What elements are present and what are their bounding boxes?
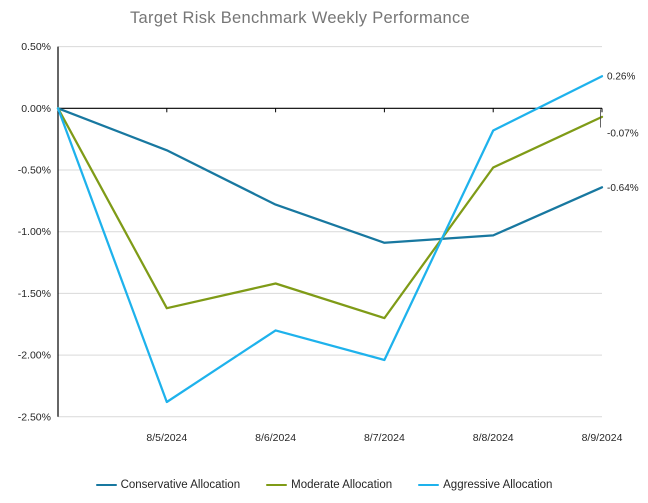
chart-plot-area: 0.50% 0.00% -0.50% -1.00% -1.50% -2.00% -2.50%… [18,41,639,444]
x-tick-label: 8/5/2024 [146,432,187,444]
legend-label: Moderate Allocation [291,479,393,491]
series-line-conservative-allocation [56,107,604,244]
x-tick-label: 8/8/2024 [473,432,514,444]
y-tick-label: 0.00% [21,103,51,115]
legend-item-moderate: Moderate Allocation [266,479,392,491]
chart-title: Target Risk Benchmark Weekly Performance [130,9,470,27]
x-tick-label: 8/6/2024 [255,432,296,444]
series-line-moderate-allocation [56,107,604,320]
x-tick-label: 8/9/2024 [582,432,623,444]
legend-line-swatch [95,483,117,487]
legend-line-swatch [418,483,440,487]
y-tick-label: -2.50% [18,411,51,423]
y-tick-label: 0.50% [21,41,51,53]
legend-label: Conservative Allocation [120,479,241,491]
x-tick-label: 8/7/2024 [364,432,405,444]
chart-legend: Conservative Allocation Moderate Allocat… [0,476,648,494]
series-end-label: 0.26% [607,72,635,83]
legend-item-aggressive: Aggressive Allocation [418,479,552,491]
series-end-label: -0.64% [607,183,639,194]
y-tick-label: -2.00% [18,350,51,362]
series-end-label: -0.07% [607,128,639,139]
legend-line-swatch [266,483,288,487]
y-tick-label: -1.50% [18,288,51,300]
series-line-aggressive-allocation [56,75,604,404]
y-tick-label: -1.00% [18,226,51,238]
legend-item-conservative: Conservative Allocation [95,479,241,491]
y-tick-label: -0.50% [18,165,51,177]
legend-label: Aggressive Allocation [443,479,553,491]
